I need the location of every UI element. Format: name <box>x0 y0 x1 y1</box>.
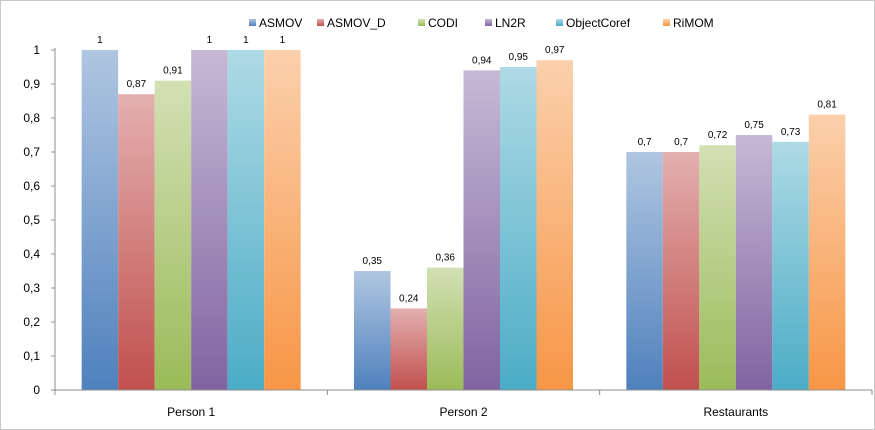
bar-asmov-d-restaurants <box>662 152 700 390</box>
data-label-rimom-person-2: 0,97 <box>545 45 565 56</box>
legend-label-asmov-d: ASMOV_D <box>327 16 386 30</box>
y-axis: 0 0,1 0,2 0,3 0,4 0,5 0,6 0,7 0,8 0,9 1 <box>23 43 56 397</box>
bar-asmov-d-person-1 <box>118 94 155 390</box>
y-tick-label: 0,4 <box>23 247 40 261</box>
data-label-objectcoref-person-1: 1 <box>243 35 249 46</box>
x-axis: Person 1 Person 2 Restaurants <box>54 389 873 419</box>
bar-codi-person-2 <box>427 267 464 390</box>
y-tick-label: 0,8 <box>23 111 40 125</box>
bar-asmov-person-1 <box>81 50 119 390</box>
data-label-objectcoref-person-2: 0,95 <box>509 52 529 63</box>
data-label-ln2r-person-1: 1 <box>207 35 213 46</box>
data-label-asmov-d-restaurants: 0,7 <box>674 137 688 148</box>
data-label-rimom-person-1: 1 <box>280 35 286 46</box>
bar-asmov-d-person-2 <box>390 308 427 390</box>
bar-rimom-person-1 <box>264 50 301 390</box>
bar-asmov-person-2 <box>354 271 391 390</box>
legend-swatch-codi <box>418 19 425 26</box>
y-tick-label: 0,2 <box>23 315 40 329</box>
y-tick-label: 0,3 <box>23 281 40 295</box>
bar-rimom-restaurants <box>808 114 846 390</box>
bar-ln2r-person-2 <box>463 70 500 391</box>
y-tick-label: 0,7 <box>23 145 40 159</box>
data-label-asmov-d-person-1: 0,87 <box>127 79 147 90</box>
data-label-codi-person-2: 0,36 <box>436 253 456 264</box>
legend-swatch-asmov <box>249 19 256 26</box>
legend-label-codi: CODI <box>428 16 458 30</box>
bar-asmov-restaurants <box>626 152 663 390</box>
data-label-asmov-person-1: 1 <box>97 35 103 46</box>
y-tick-label: 0,1 <box>23 349 40 363</box>
x-category-label-person-2: Person 2 <box>439 405 487 419</box>
legend-swatch-rimom <box>663 19 670 26</box>
legend-swatch-ln2r <box>485 19 492 26</box>
legend-swatch-objectcoref <box>556 19 563 26</box>
data-label-codi-restaurants: 0,72 <box>708 130 728 141</box>
bar-objectcoref-person-1 <box>227 50 265 390</box>
legend: ASMOV ASMOV_D CODI LN2R ObjectCoref RiMOM <box>249 16 714 30</box>
data-label-asmov-person-2: 0,35 <box>363 256 383 267</box>
legend-label-ln2r: LN2R <box>495 16 526 30</box>
bars: 1 0,87 0,91 1 1 1 0,35 0,24 0,36 0,94 0,95 0,97 0,7 0… <box>81 35 846 391</box>
bar-objectcoref-person-2 <box>500 67 537 390</box>
bar-objectcoref-restaurants <box>772 141 809 390</box>
bar-codi-person-1 <box>154 80 192 390</box>
x-category-label-person-1: Person 1 <box>167 405 215 419</box>
legend-label-asmov: ASMOV <box>259 16 302 30</box>
data-label-codi-person-1: 0,91 <box>163 66 183 77</box>
legend-label-rimom: RiMOM <box>673 16 714 30</box>
legend-label-objectcoref: ObjectCoref <box>566 16 631 30</box>
y-tick-label: 0,9 <box>23 77 40 91</box>
data-label-objectcoref-restaurants: 0,73 <box>781 127 801 138</box>
bar-codi-restaurants <box>699 145 736 390</box>
data-label-asmov-d-person-2: 0,24 <box>399 293 419 304</box>
data-label-asmov-restaurants: 0,7 <box>638 137 652 148</box>
data-label-ln2r-restaurants: 0,75 <box>744 120 764 131</box>
bar-ln2r-person-1 <box>191 50 228 390</box>
y-tick-label: 0,5 <box>23 213 40 227</box>
y-tick-label: 1 <box>33 43 40 57</box>
data-label-rimom-restaurants: 0,81 <box>817 100 837 111</box>
bar-ln2r-restaurants <box>735 135 773 390</box>
data-label-ln2r-person-2: 0,94 <box>472 55 492 66</box>
x-category-label-restaurants: Restaurants <box>703 405 768 419</box>
y-tick-label: 0,6 <box>23 179 40 193</box>
legend-swatch-asmov-d <box>317 19 324 26</box>
y-tick-label: 0 <box>33 383 40 397</box>
bar-rimom-person-2 <box>536 60 573 390</box>
